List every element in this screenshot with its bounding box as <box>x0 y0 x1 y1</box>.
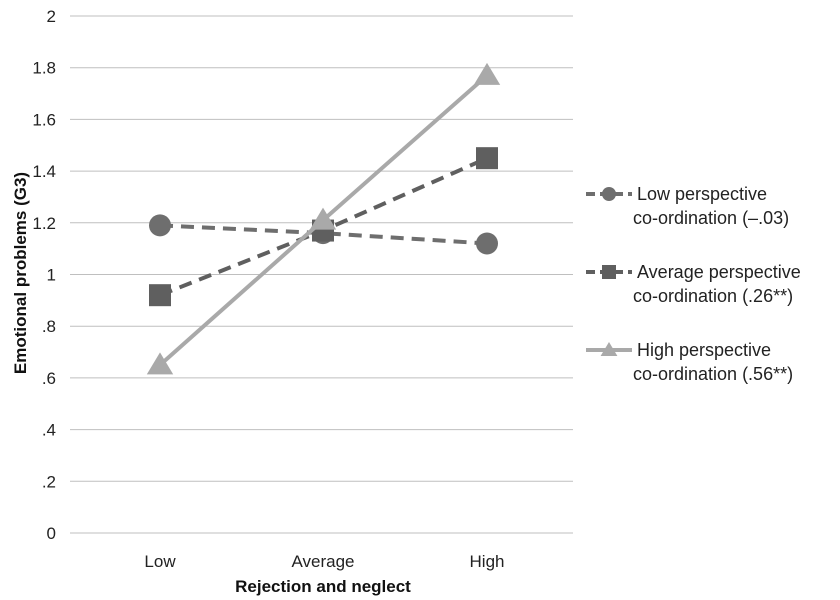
legend-item: Average perspective co-ordination (.26**) <box>586 262 801 306</box>
data-point-triangle <box>473 62 501 85</box>
grid-layer <box>70 15 573 534</box>
x-tick-label: Low <box>144 552 176 571</box>
legend-label: Low perspective <box>637 184 767 204</box>
y-tick-label: 1.2 <box>32 214 56 233</box>
x-tick-label: Average <box>291 552 354 571</box>
y-tick-label: 1.6 <box>32 110 56 129</box>
legend-label: co-ordination (–.03) <box>633 208 789 228</box>
y-tick-label: 1 <box>47 266 56 285</box>
data-point-triangle <box>309 207 337 230</box>
y-tick-label: 1.8 <box>32 59 56 78</box>
y-tick-label: .8 <box>42 317 56 336</box>
x-tick-labels: Low Average High <box>144 552 504 571</box>
y-tick-label: 2 <box>47 7 56 26</box>
x-tick-label: High <box>470 552 505 571</box>
y-tick-label: .6 <box>42 369 56 388</box>
series-line <box>159 223 488 246</box>
y-tick-label: 0 <box>47 524 56 543</box>
data-point-triangle <box>600 342 618 356</box>
y-tick-label: 1.4 <box>32 162 56 181</box>
data-point-circle <box>602 187 616 201</box>
y-tick-label: .2 <box>42 472 56 491</box>
x-axis-title: Rejection and neglect <box>235 577 411 596</box>
legend-label: co-ordination (.26**) <box>633 286 793 306</box>
y-tick-label: .4 <box>42 421 56 440</box>
data-point-square <box>602 265 616 279</box>
legend-item: High perspective co-ordination (.56**) <box>586 340 793 384</box>
data-point-triangle <box>146 352 174 375</box>
series-layer <box>146 62 501 375</box>
legend: Low perspective co-ordination (–.03) Avera… <box>586 184 801 384</box>
data-point-circle <box>476 232 498 255</box>
legend-label: High perspective <box>637 340 771 360</box>
data-point-circle <box>149 214 171 237</box>
y-axis-title: Emotional problems (G3) <box>11 172 30 374</box>
legend-item: Low perspective co-ordination (–.03) <box>586 184 789 228</box>
data-point-square <box>476 147 498 170</box>
legend-label: co-ordination (.56**) <box>633 364 793 384</box>
series-triangle <box>146 62 501 375</box>
legend-label: Average perspective <box>637 262 801 282</box>
y-tick-labels: 0 .2 .4 .6 .8 1 1.2 1.4 1.6 1.8 2 <box>32 7 56 543</box>
series-square <box>149 147 498 307</box>
data-point-square <box>149 284 171 307</box>
